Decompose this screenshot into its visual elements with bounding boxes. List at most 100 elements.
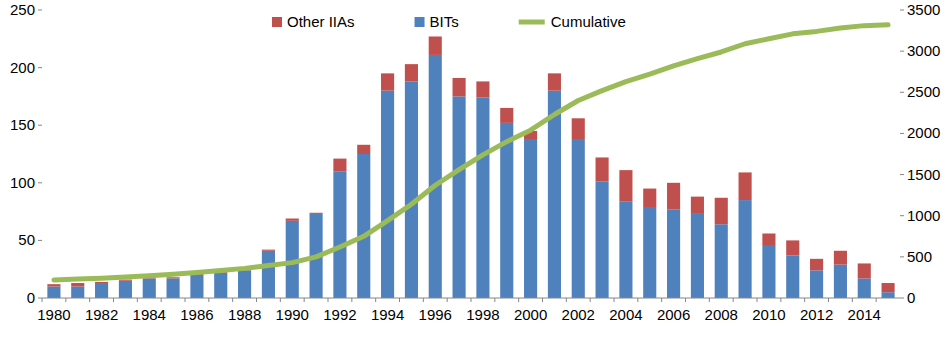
bar: [548, 91, 561, 298]
bar: [810, 270, 823, 298]
y-tick-label: 150: [10, 116, 35, 133]
bar: [596, 182, 609, 298]
x-tick: [89, 298, 90, 302]
x-tick-label: 2014: [848, 306, 881, 323]
y2-tick: [900, 298, 904, 299]
y-tick: [38, 298, 42, 299]
bar: [524, 139, 537, 298]
y-tick-label: 200: [10, 59, 35, 76]
x-tick: [280, 298, 281, 302]
x-tick: [757, 298, 758, 302]
bar: [167, 277, 180, 278]
bar: [596, 157, 609, 181]
bar: [500, 108, 513, 123]
bar: [667, 209, 680, 298]
x-tick: [328, 298, 329, 302]
y2-tick: [900, 215, 904, 216]
legend-label: Other IIAs: [287, 13, 355, 30]
x-tick-label: 1980: [37, 306, 70, 323]
y2-tick-label: 3000: [907, 42, 940, 59]
bar: [333, 159, 346, 172]
bar: [762, 245, 775, 298]
bar: [786, 255, 799, 298]
x-tick-label: 2002: [562, 306, 595, 323]
x-tick: [733, 298, 734, 302]
x-tick: [852, 298, 853, 302]
x-tick: [423, 298, 424, 302]
x-tick: [208, 298, 209, 302]
bar: [167, 278, 180, 298]
bar: [214, 273, 227, 298]
x-tick-label: 2010: [752, 306, 785, 323]
x-tick: [614, 298, 615, 302]
bar: [739, 172, 752, 200]
x-tick-label: 1998: [466, 306, 499, 323]
y2-tick-label: 500: [907, 248, 932, 265]
bar: [619, 170, 632, 201]
bar: [619, 201, 632, 298]
bar: [47, 284, 60, 286]
bar: [453, 96, 466, 298]
y-tick: [38, 182, 42, 183]
legend-swatch: [415, 17, 425, 27]
x-tick: [494, 298, 495, 302]
bar: [357, 145, 370, 154]
x-tick: [375, 298, 376, 302]
bar: [739, 200, 752, 298]
x-tick: [399, 298, 400, 302]
x-tick-label: 2006: [657, 306, 690, 323]
bar: [858, 263, 871, 278]
x-tick: [685, 298, 686, 302]
x-tick: [232, 298, 233, 302]
y2-tick-label: 1000: [907, 207, 940, 224]
y-tick-label: 0: [27, 289, 35, 306]
x-tick: [137, 298, 138, 302]
legend-label: BITs: [430, 13, 459, 30]
bar: [834, 265, 847, 298]
bar: [762, 233, 775, 245]
x-tick: [542, 298, 543, 302]
x-tick-label: 1996: [419, 306, 452, 323]
bar: [476, 81, 489, 97]
x-tick-label: 2012: [800, 306, 833, 323]
legend-swatch: [519, 20, 545, 25]
x-tick-label: 1984: [133, 306, 166, 323]
bar: [882, 283, 895, 292]
bar: [190, 275, 203, 298]
bar: [286, 219, 299, 221]
x-tick-label: 2008: [705, 306, 738, 323]
chart: 0501001502002500500100015002000250030003…: [0, 0, 947, 347]
bar: [667, 183, 680, 209]
y2-tick-label: 2500: [907, 83, 940, 100]
bar: [476, 98, 489, 298]
x-tick: [42, 298, 43, 302]
plot-area: [47, 25, 894, 298]
bar: [691, 214, 704, 298]
bar: [810, 259, 823, 271]
bar: [572, 139, 585, 298]
bar: [453, 78, 466, 96]
bar: [262, 251, 275, 298]
x-tick: [709, 298, 710, 302]
x-tick: [566, 298, 567, 302]
bar: [405, 81, 418, 298]
bar: [715, 198, 728, 224]
y-tick: [38, 67, 42, 68]
bar: [143, 278, 156, 298]
x-tick-label: 1992: [323, 306, 356, 323]
x-tick-label: 1988: [228, 306, 261, 323]
bar: [71, 286, 84, 298]
y-tick-label: 100: [10, 174, 35, 191]
bar: [262, 250, 275, 251]
bar: [95, 283, 108, 298]
x-tick: [447, 298, 448, 302]
bar: [381, 91, 394, 298]
y2-tick: [900, 256, 904, 257]
bar: [71, 283, 84, 286]
x-tick-label: 1994: [371, 306, 404, 323]
legend-label: Cumulative: [551, 13, 626, 30]
x-tick-label: 2004: [609, 306, 642, 323]
bar: [119, 281, 132, 298]
bar: [834, 251, 847, 265]
bar: [786, 240, 799, 255]
